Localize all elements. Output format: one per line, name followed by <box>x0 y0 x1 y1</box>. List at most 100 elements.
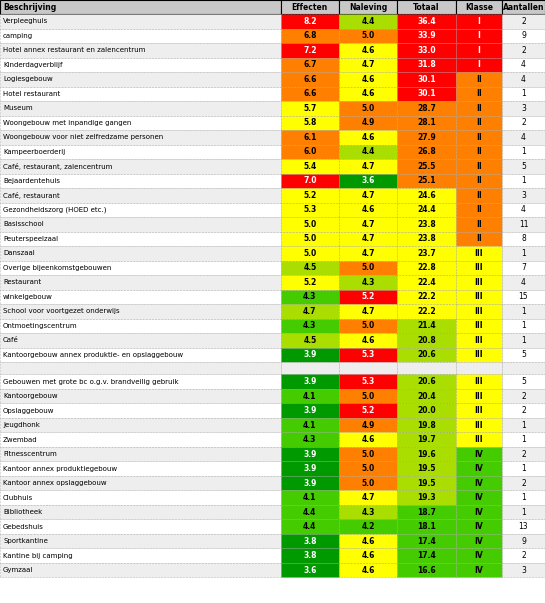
Bar <box>456 101 502 116</box>
Bar <box>502 548 545 563</box>
Text: 3.9: 3.9 <box>303 350 317 359</box>
Text: 4.3: 4.3 <box>303 292 317 302</box>
Bar <box>0 563 281 577</box>
Bar <box>0 0 281 14</box>
Text: Peuterspeelzaal: Peuterspeelzaal <box>3 236 58 242</box>
Text: winkelgebouw: winkelgebouw <box>3 294 53 300</box>
Bar <box>456 461 502 476</box>
Text: 4.6: 4.6 <box>361 551 375 560</box>
Bar <box>281 130 339 145</box>
Bar <box>456 347 502 362</box>
Bar <box>339 86 397 101</box>
Bar <box>339 347 397 362</box>
Text: 4.7: 4.7 <box>361 162 375 171</box>
Text: 4.6: 4.6 <box>361 205 375 214</box>
Bar <box>339 333 397 347</box>
Bar <box>339 28 397 43</box>
Bar <box>397 275 456 289</box>
Bar <box>339 43 397 57</box>
Bar <box>456 86 502 101</box>
Text: 18.1: 18.1 <box>417 522 436 531</box>
Bar <box>502 188 545 203</box>
Bar <box>339 188 397 203</box>
Bar <box>456 130 502 145</box>
Text: II: II <box>476 104 482 113</box>
Text: III: III <box>475 307 483 316</box>
Text: 4.4: 4.4 <box>303 508 317 517</box>
Text: 5.2: 5.2 <box>361 406 375 415</box>
Text: 1: 1 <box>521 147 526 156</box>
Bar <box>0 57 281 72</box>
Text: 4.3: 4.3 <box>361 508 375 517</box>
Bar <box>281 260 339 275</box>
Text: Bejaardentehuis: Bejaardentehuis <box>3 178 60 184</box>
Bar <box>456 505 502 519</box>
Bar <box>502 374 545 389</box>
Text: 5.0: 5.0 <box>361 479 375 488</box>
Text: Bibliotheek: Bibliotheek <box>3 509 43 515</box>
Bar <box>456 447 502 461</box>
Text: III: III <box>475 420 483 429</box>
Text: Kantoorgebouw: Kantoorgebouw <box>3 393 58 399</box>
Text: School voor voortgezet onderwijs: School voor voortgezet onderwijs <box>3 308 119 314</box>
Text: 1: 1 <box>521 508 526 517</box>
Bar <box>281 519 339 534</box>
Text: Café: Café <box>3 337 19 343</box>
Text: Jeugdhonk: Jeugdhonk <box>3 422 40 428</box>
Bar <box>456 374 502 389</box>
Text: 27.9: 27.9 <box>417 133 436 142</box>
Bar <box>397 333 456 347</box>
Text: 3.6: 3.6 <box>303 566 317 575</box>
Text: 19.5: 19.5 <box>417 464 435 473</box>
Text: II: II <box>476 176 482 185</box>
Bar <box>456 362 502 374</box>
Bar <box>339 275 397 289</box>
Bar <box>456 116 502 130</box>
Bar <box>339 490 397 505</box>
Text: 4.1: 4.1 <box>303 420 317 429</box>
Text: 5: 5 <box>521 350 526 359</box>
Text: Overige bijeenkomstgebouwen: Overige bijeenkomstgebouwen <box>3 265 111 271</box>
Bar <box>397 0 456 14</box>
Bar <box>397 159 456 174</box>
Bar <box>502 418 545 432</box>
Bar <box>281 389 339 403</box>
Text: 8.2: 8.2 <box>303 17 317 26</box>
Text: Gebedshuis: Gebedshuis <box>3 523 44 529</box>
Bar <box>339 403 397 418</box>
Text: III: III <box>475 264 483 272</box>
Text: IV: IV <box>474 537 483 546</box>
Bar <box>502 14 545 28</box>
Text: 5.0: 5.0 <box>303 219 317 229</box>
Text: 1: 1 <box>521 336 526 345</box>
Text: Kantine bij camping: Kantine bij camping <box>3 552 72 558</box>
Text: 9: 9 <box>521 31 526 40</box>
Bar <box>502 389 545 403</box>
Bar <box>339 432 397 447</box>
Bar <box>397 563 456 577</box>
Text: 5.0: 5.0 <box>303 249 317 257</box>
Bar <box>281 232 339 246</box>
Text: 4.1: 4.1 <box>303 493 317 502</box>
Text: 31.8: 31.8 <box>417 60 436 69</box>
Text: 5.0: 5.0 <box>361 391 375 400</box>
Text: 4: 4 <box>521 60 526 69</box>
Bar <box>339 101 397 116</box>
Text: I: I <box>477 46 480 55</box>
Bar <box>0 246 281 260</box>
Bar <box>281 347 339 362</box>
Text: 22.2: 22.2 <box>417 292 436 302</box>
Bar <box>502 447 545 461</box>
Text: 3.9: 3.9 <box>303 479 317 488</box>
Bar <box>456 548 502 563</box>
Text: Zwembad: Zwembad <box>3 437 38 443</box>
Bar <box>339 534 397 548</box>
Bar <box>502 86 545 101</box>
Bar <box>281 289 339 304</box>
Text: Fitnesscentrum: Fitnesscentrum <box>3 451 57 457</box>
Text: III: III <box>475 406 483 415</box>
Bar <box>281 217 339 232</box>
Text: IV: IV <box>474 551 483 560</box>
Text: 1: 1 <box>521 493 526 502</box>
Bar <box>397 534 456 548</box>
